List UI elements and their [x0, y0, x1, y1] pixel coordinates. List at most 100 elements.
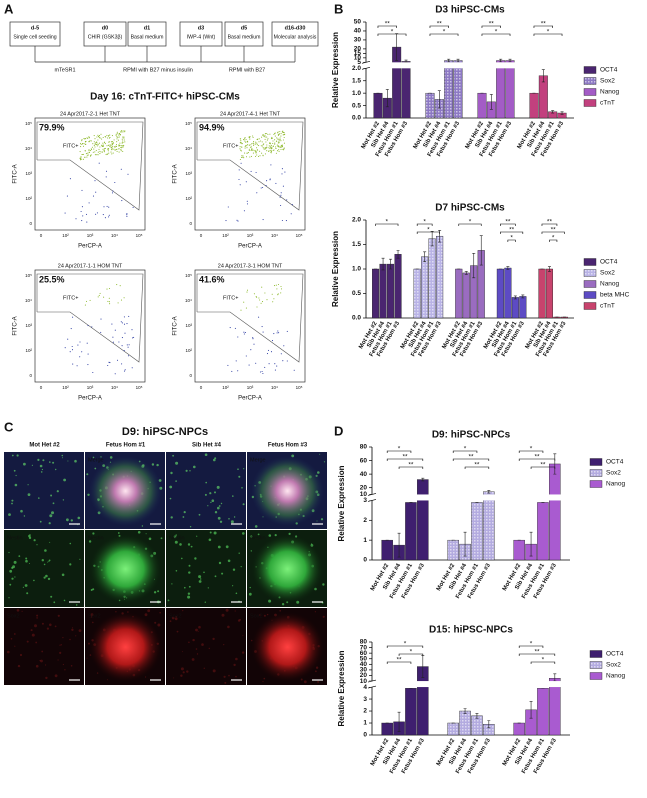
micrograph-speckle — [53, 601, 56, 604]
flow-event — [281, 219, 283, 222]
micrograph-speckle — [205, 481, 207, 484]
y-tick-label: 1.0 — [352, 90, 361, 97]
flow-event — [90, 148, 93, 151]
micrograph-speckle — [86, 657, 88, 659]
micrograph-speckle — [44, 549, 47, 552]
flow-x-tick: 10⁵ — [136, 385, 143, 390]
flow-event — [123, 136, 125, 138]
flow-event — [234, 327, 236, 329]
micrograph-speckle — [17, 664, 21, 668]
significance-label: * — [410, 649, 413, 656]
flow-event — [256, 306, 258, 308]
flow-event — [283, 132, 285, 134]
flow-event — [72, 316, 74, 318]
flow-event — [79, 341, 81, 343]
flow-event — [89, 140, 91, 142]
bar — [447, 539, 459, 561]
flow-event — [84, 304, 86, 306]
significance-label: * — [530, 641, 533, 648]
flow-event — [108, 137, 110, 139]
micrograph-label: Sox2 — [250, 613, 263, 619]
micrograph-speckle — [214, 457, 217, 460]
y-tick-label: 50 — [354, 19, 362, 26]
flow-event — [245, 138, 247, 141]
flow-event — [126, 215, 128, 217]
micrograph-speckle — [47, 561, 49, 563]
flow-event — [231, 370, 233, 372]
flow-event — [237, 336, 239, 338]
step-text: Basal medium — [228, 34, 261, 40]
y-tick-label: 0.0 — [352, 315, 361, 322]
flow-event — [131, 329, 133, 331]
flow-event — [280, 140, 282, 142]
flow-event — [279, 137, 281, 139]
flow-event — [252, 337, 254, 339]
flow-event — [108, 214, 110, 216]
flow-event — [250, 349, 252, 351]
micrograph-speckle — [24, 584, 28, 587]
flow-event — [268, 363, 270, 365]
error-bar — [479, 235, 483, 266]
flow-event — [227, 206, 229, 208]
flow-event — [102, 142, 104, 144]
y-tick-label: 60 — [360, 650, 368, 657]
flow-event — [279, 138, 281, 141]
micrograph-speckle — [182, 671, 185, 674]
flow-event — [112, 190, 114, 192]
bar — [381, 539, 393, 561]
micrograph-speckle — [212, 669, 216, 673]
y-tick-label: 40 — [360, 471, 368, 478]
flow-event — [283, 142, 285, 144]
micrograph-speckle — [169, 485, 173, 489]
micrograph-speckle — [19, 653, 23, 657]
flow-event — [83, 138, 85, 140]
flow-y-tick: 0 — [29, 373, 32, 378]
flow-event — [93, 148, 95, 150]
image-column-header: Sib Het #4 — [192, 443, 222, 449]
flow-event — [275, 140, 277, 142]
flow-event — [81, 139, 83, 141]
bar — [421, 256, 429, 319]
flow-event — [264, 366, 266, 368]
significance-label: ** — [397, 657, 403, 664]
micrograph-speckle — [64, 669, 66, 671]
flow-event — [103, 296, 105, 298]
flow-gate-label: FITC+ — [63, 143, 78, 149]
micrograph-speckle — [193, 465, 196, 469]
micrograph-speckle — [322, 583, 325, 586]
bar — [372, 268, 380, 319]
flow-event — [280, 133, 282, 135]
flow-event — [269, 143, 272, 145]
flow-event — [284, 171, 286, 173]
flow-event — [248, 364, 250, 366]
flow-event — [261, 301, 264, 303]
flow-event — [257, 155, 260, 157]
flow-event — [75, 218, 77, 220]
flow-event — [89, 299, 91, 301]
significance-bracket — [530, 466, 556, 469]
flow-event — [118, 134, 120, 136]
flow-event — [124, 130, 126, 132]
legend-swatch — [589, 650, 603, 658]
flow-event — [120, 168, 122, 170]
micrograph-speckle — [106, 679, 108, 681]
flow-event — [249, 156, 251, 158]
micrograph-speckle — [228, 518, 230, 520]
micrograph-speckle — [213, 458, 216, 462]
y-tick-label: 30 — [354, 37, 362, 44]
micrograph-speckle — [13, 469, 16, 472]
flow-event — [246, 147, 248, 149]
flow-event — [264, 138, 266, 140]
flow-event — [239, 158, 241, 161]
micrograph-speckle — [90, 616, 93, 618]
flow-event — [282, 148, 284, 150]
flow-event — [123, 297, 125, 299]
micrograph-speckle — [42, 459, 45, 462]
significance-label: ** — [408, 462, 414, 469]
flow-event — [238, 178, 240, 181]
flow-event — [88, 151, 90, 153]
error-bar — [487, 490, 491, 494]
micrograph-speckle — [223, 644, 225, 646]
micrograph-speckle — [27, 484, 29, 486]
micrograph-speckle — [188, 585, 191, 588]
